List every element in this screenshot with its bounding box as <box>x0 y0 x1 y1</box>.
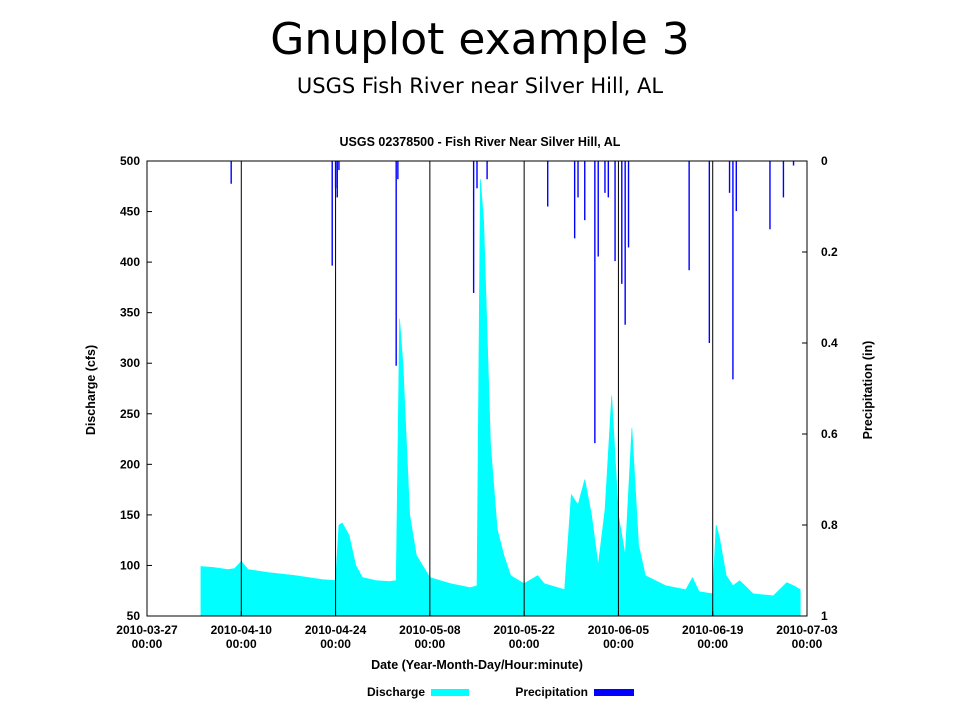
x-tick-label-date: 2010-06-19 <box>682 623 744 637</box>
slide-subtitle: USGS Fish River near Silver Hill, AL <box>296 74 664 98</box>
x-tick-label-time: 00:00 <box>415 637 446 651</box>
y2-tick-label: 0.6 <box>821 427 838 441</box>
x-axis-label: Date (Year-Month-Day/Hour:minute) <box>371 658 583 672</box>
x-tick-label-date: 2010-05-08 <box>399 623 461 637</box>
x-tick-label-time: 00:00 <box>697 637 728 651</box>
plot-frame <box>146 160 808 617</box>
y-tick-label: 50 <box>127 609 141 623</box>
x-tick-label-time: 00:00 <box>509 637 540 651</box>
slide-title: Gnuplot example 3 <box>270 14 690 65</box>
x-tick-label-time: 00:00 <box>603 637 634 651</box>
y-tick-label: 400 <box>120 255 140 269</box>
legend-label-precipitation: Precipitation <box>515 685 588 699</box>
plot-area <box>200 161 801 617</box>
legend-swatch-discharge <box>431 689 469 696</box>
x-tick-label-time: 00:00 <box>792 637 823 651</box>
y2-tick-label: 0 <box>821 154 828 168</box>
y2-tick-label: 0.8 <box>821 518 838 532</box>
y2-axis-label: Precipitation (in) <box>861 341 875 440</box>
discharge-area <box>200 179 801 617</box>
x-tick-label-date: 2010-06-05 <box>588 623 650 637</box>
x-tick-label-time: 00:00 <box>132 637 163 651</box>
y-tick-label: 300 <box>120 356 140 370</box>
y2-tick-label: 0.4 <box>821 336 838 350</box>
x-tick-label-date: 2010-04-24 <box>305 623 367 637</box>
axes: 50 100 150 200 250 300 350 400 450 500 0 0.2 0.4 0.6 0… <box>116 154 838 651</box>
y-tick-label: 100 <box>120 558 140 572</box>
legend: Discharge Precipitation <box>367 685 634 699</box>
y-tick-label: 250 <box>120 407 140 421</box>
x-tick-label-time: 00:00 <box>226 637 257 651</box>
discharge-precipitation-chart: USGS 02378500 - Fish River Near Silver H… <box>84 135 875 699</box>
y-tick-label: 450 <box>120 205 140 219</box>
legend-label-discharge: Discharge <box>367 685 425 699</box>
y-tick-label: 150 <box>120 508 140 522</box>
chart-title: USGS 02378500 - Fish River Near Silver H… <box>340 135 621 149</box>
y2-tick-label: 1 <box>821 609 828 623</box>
y-axis-label: Discharge (cfs) <box>84 345 98 435</box>
y-tick-label: 200 <box>120 457 140 471</box>
legend-swatch-precipitation <box>594 689 634 696</box>
y-tick-label: 350 <box>120 306 140 320</box>
y2-tick-label: 0.2 <box>821 245 838 259</box>
y-tick-label: 500 <box>120 154 140 168</box>
x-tick-label-date: 2010-04-10 <box>211 623 273 637</box>
x-tick-label-date: 2010-05-22 <box>493 623 555 637</box>
x-tick-label-date: 2010-07-03 <box>776 623 838 637</box>
x-tick-label-time: 00:00 <box>320 637 351 651</box>
x-tick-label-date: 2010-03-27 <box>116 623 178 637</box>
